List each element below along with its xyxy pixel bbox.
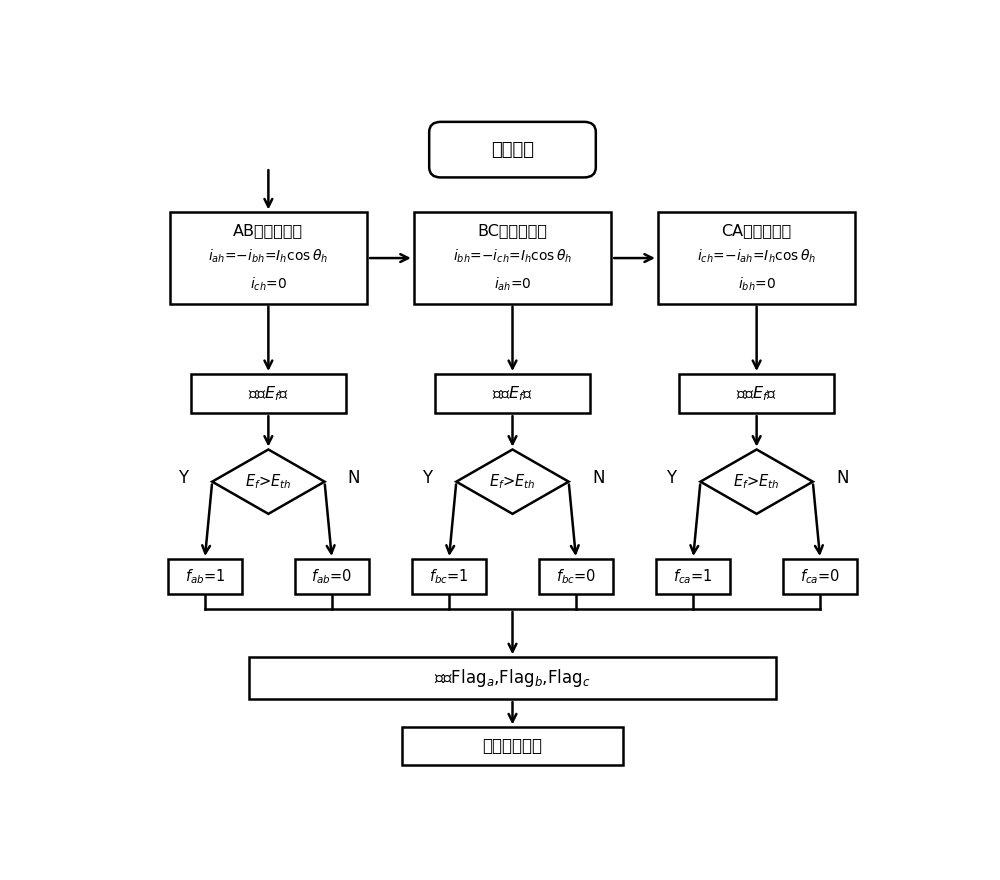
Text: 诊断开始: 诊断开始 bbox=[491, 141, 534, 158]
Bar bbox=[402, 727, 623, 765]
Text: $i_{ah}$=$-i_{bh}$=$I_h\cos\theta_h$: $i_{ah}$=$-i_{bh}$=$I_h\cos\theta_h$ bbox=[208, 247, 328, 265]
Text: $f_{bc}$=0: $f_{bc}$=0 bbox=[556, 568, 596, 586]
Bar bbox=[295, 559, 369, 594]
Text: 输出诊断结果: 输出诊断结果 bbox=[482, 737, 542, 755]
Bar bbox=[539, 559, 613, 594]
Bar bbox=[658, 212, 855, 304]
Text: 计算$E_f$値: 计算$E_f$値 bbox=[492, 385, 533, 403]
Bar bbox=[191, 374, 346, 414]
Text: 计算Flag$_a$,Flag$_b$,Flag$_c$: 计算Flag$_a$,Flag$_b$,Flag$_c$ bbox=[434, 667, 591, 689]
Text: 计算$E_f$値: 计算$E_f$値 bbox=[248, 385, 289, 403]
Text: 计算$E_f$値: 计算$E_f$値 bbox=[736, 385, 777, 403]
Polygon shape bbox=[700, 450, 813, 514]
Polygon shape bbox=[212, 450, 325, 514]
Bar bbox=[412, 559, 486, 594]
Bar bbox=[783, 559, 857, 594]
Text: $i_{ch}$=$-i_{ah}$=$I_h\cos\theta_h$: $i_{ch}$=$-i_{ah}$=$I_h\cos\theta_h$ bbox=[697, 247, 816, 265]
Text: $f_{ca}$=0: $f_{ca}$=0 bbox=[800, 568, 840, 586]
Polygon shape bbox=[456, 450, 569, 514]
Bar bbox=[656, 559, 730, 594]
Text: N: N bbox=[348, 469, 360, 488]
Text: $E_f$>$E_{th}$: $E_f$>$E_{th}$ bbox=[245, 473, 292, 491]
Text: $f_{ab}$=0: $f_{ab}$=0 bbox=[311, 568, 352, 586]
Text: BC相高频注入: BC相高频注入 bbox=[478, 224, 548, 238]
Text: Y: Y bbox=[178, 469, 188, 488]
Text: N: N bbox=[592, 469, 604, 488]
Text: $f_{bc}$=1: $f_{bc}$=1 bbox=[429, 568, 469, 586]
Bar bbox=[414, 212, 611, 304]
Text: $E_f$>$E_{th}$: $E_f$>$E_{th}$ bbox=[489, 473, 536, 491]
Bar bbox=[679, 374, 834, 414]
Text: Y: Y bbox=[422, 469, 432, 488]
Bar bbox=[168, 559, 242, 594]
Text: Y: Y bbox=[666, 469, 676, 488]
Bar bbox=[435, 374, 590, 414]
Text: $i_{ah}$=0: $i_{ah}$=0 bbox=[494, 275, 531, 292]
Text: $f_{ab}$=1: $f_{ab}$=1 bbox=[185, 568, 225, 586]
Bar bbox=[170, 212, 367, 304]
Text: N: N bbox=[836, 469, 849, 488]
Text: $E_f$>$E_{th}$: $E_f$>$E_{th}$ bbox=[733, 473, 780, 491]
Text: AB相高频注入: AB相高频注入 bbox=[233, 224, 303, 238]
Bar bbox=[249, 657, 776, 700]
Text: $f_{ca}$=1: $f_{ca}$=1 bbox=[673, 568, 713, 586]
Text: $i_{ch}$=0: $i_{ch}$=0 bbox=[250, 275, 287, 292]
Text: $i_{bh}$=0: $i_{bh}$=0 bbox=[738, 275, 776, 292]
FancyBboxPatch shape bbox=[429, 121, 596, 178]
Text: CA相高频注入: CA相高频注入 bbox=[722, 224, 792, 238]
Text: $i_{bh}$=$-i_{ch}$=$I_h\cos\theta_h$: $i_{bh}$=$-i_{ch}$=$I_h\cos\theta_h$ bbox=[453, 247, 572, 265]
